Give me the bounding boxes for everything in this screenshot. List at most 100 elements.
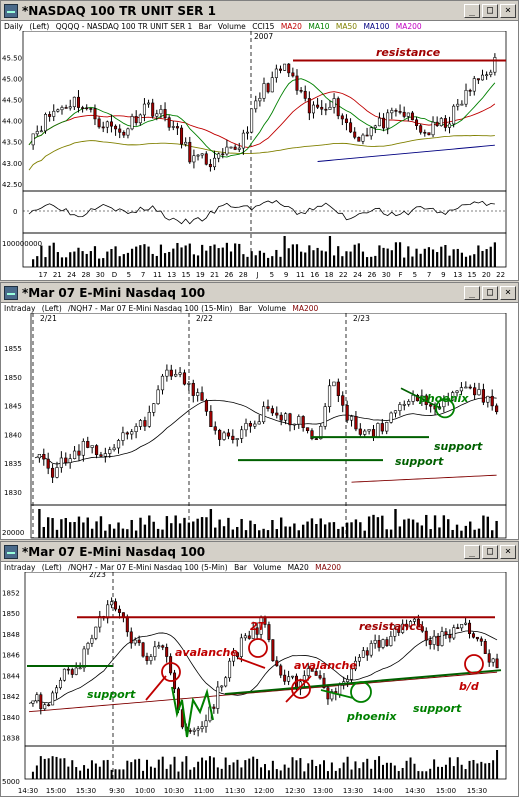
volume-bar bbox=[488, 762, 491, 779]
price-bar bbox=[385, 421, 389, 432]
titlebar[interactable]: *NASDAQ 100 TR UNIT SER 1 _ □ × bbox=[1, 1, 518, 21]
volume-bar bbox=[489, 246, 492, 267]
price-bar bbox=[39, 694, 43, 710]
price-bar bbox=[147, 412, 151, 427]
maximize-button[interactable]: □ bbox=[482, 3, 498, 18]
price-bar bbox=[208, 163, 212, 168]
price-bar bbox=[233, 146, 237, 150]
price-bar bbox=[320, 106, 324, 110]
price-bar bbox=[200, 726, 204, 730]
price-bar bbox=[394, 110, 398, 112]
minimize-button[interactable]: _ bbox=[464, 544, 480, 559]
volume-bar bbox=[242, 254, 245, 267]
price-bar bbox=[109, 121, 113, 127]
volume-bar bbox=[89, 251, 92, 267]
volume-bar bbox=[341, 526, 344, 538]
volume-bar bbox=[419, 253, 422, 267]
header-ma10: MA10 bbox=[308, 22, 330, 31]
price-bar bbox=[90, 445, 94, 448]
price-bar bbox=[121, 432, 125, 441]
volume-bar bbox=[271, 256, 274, 267]
volume-bar bbox=[55, 756, 58, 779]
volume-bar bbox=[169, 764, 172, 779]
x-tick-label: 11 bbox=[153, 271, 162, 279]
price-bar bbox=[141, 642, 145, 657]
header-style: Bar bbox=[234, 563, 247, 572]
price-bar bbox=[68, 106, 72, 109]
volume-bar bbox=[151, 253, 154, 267]
maximize-button[interactable]: □ bbox=[482, 544, 498, 559]
volume-bar bbox=[394, 242, 398, 267]
volume-bar bbox=[67, 766, 70, 779]
price-bar bbox=[51, 692, 55, 706]
chart-area[interactable]: 2/23 1852 1850 1848 1846 1844 1842 1840 1838 resi… bbox=[1, 572, 518, 797]
volume-bar bbox=[213, 244, 216, 267]
price-bar bbox=[423, 131, 427, 134]
close-button[interactable]: × bbox=[500, 3, 516, 18]
minimize-button[interactable]: _ bbox=[464, 285, 480, 300]
price-bar bbox=[93, 108, 97, 120]
price-bar bbox=[275, 412, 279, 416]
x-tick-label: 22 bbox=[339, 271, 348, 279]
price-bar bbox=[213, 157, 217, 168]
price-bar bbox=[66, 668, 70, 671]
volume-bar bbox=[484, 763, 487, 779]
price-bar bbox=[62, 668, 66, 681]
volume-bar bbox=[77, 247, 80, 267]
price-bar bbox=[130, 431, 134, 435]
volume-bar bbox=[477, 528, 481, 538]
volume-bar bbox=[271, 520, 274, 538]
volume-bar bbox=[486, 516, 490, 538]
x-tick-label: 17 bbox=[39, 271, 48, 279]
volume-bar bbox=[300, 251, 303, 267]
close-button[interactable]: × bbox=[500, 285, 516, 300]
price-bar bbox=[307, 98, 311, 114]
volume-bar bbox=[143, 524, 147, 538]
volume-bar bbox=[262, 528, 265, 538]
price-bar bbox=[326, 687, 330, 700]
x-tick-label: 7 bbox=[141, 271, 145, 279]
x-tick-label: 14:30 bbox=[405, 787, 425, 795]
chart-area[interactable]: 2/21 2/22 2/23 1855 1850 1845 1840 1835 1830 phoe… bbox=[1, 313, 518, 540]
volume-bar bbox=[413, 763, 416, 779]
price-bar bbox=[235, 438, 239, 440]
volume-bar bbox=[444, 245, 447, 267]
minimize-button[interactable]: _ bbox=[464, 3, 480, 18]
volume-bar bbox=[134, 530, 138, 538]
x-tick-label: 15 bbox=[468, 271, 477, 279]
volume-bar bbox=[363, 530, 366, 538]
chart-header: Intraday (Left) /NQH7 - Mar 07 E-Mini Na… bbox=[4, 563, 345, 572]
price-bar bbox=[464, 622, 468, 625]
volume-bar bbox=[163, 253, 167, 267]
volume-bar bbox=[97, 258, 101, 267]
price-bar bbox=[487, 653, 491, 663]
price-bar bbox=[481, 389, 486, 403]
price-bar bbox=[464, 89, 468, 105]
price-bar bbox=[70, 669, 74, 675]
volume-bar bbox=[147, 246, 150, 267]
volume-bar bbox=[436, 252, 439, 267]
close-button[interactable]: × bbox=[500, 544, 516, 559]
maximize-button[interactable]: □ bbox=[482, 285, 498, 300]
price-bar bbox=[271, 639, 275, 662]
volume-bar bbox=[258, 250, 261, 267]
titlebar[interactable]: *Mar 07 E-Mini Nasdaq 100 _ □ × bbox=[1, 542, 518, 562]
day-label: 2/23 bbox=[353, 314, 370, 323]
volume-bar bbox=[401, 767, 404, 779]
price-bar bbox=[431, 121, 435, 136]
volume-bar bbox=[238, 243, 241, 267]
volume-bar bbox=[39, 756, 42, 779]
price-bar bbox=[415, 119, 419, 126]
ma10-line bbox=[28, 78, 496, 158]
chart-area[interactable]: 200745.5045.0044.5044.0043.5043.0042.50r… bbox=[1, 31, 518, 281]
price-bar bbox=[174, 374, 178, 377]
titlebar[interactable]: *Mar 07 E-Mini Nasdaq 100 _ □ × bbox=[1, 283, 518, 303]
price-bar bbox=[204, 720, 208, 727]
price-bar bbox=[452, 627, 456, 639]
window-title: *NASDAQ 100 TR UNIT SER 1 bbox=[22, 3, 216, 18]
price-bar bbox=[108, 449, 112, 454]
volume-bar bbox=[308, 245, 311, 267]
volume-bar bbox=[55, 529, 59, 538]
price-bar bbox=[50, 467, 55, 478]
price-bar bbox=[468, 386, 472, 389]
